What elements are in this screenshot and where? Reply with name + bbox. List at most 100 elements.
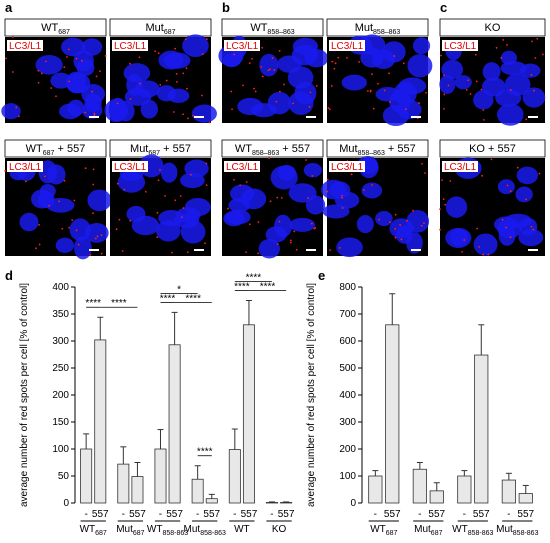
red-spot — [443, 74, 446, 77]
label-sub: 687 — [95, 530, 107, 537]
label-main: Mut — [116, 524, 133, 535]
nucleus — [522, 87, 546, 108]
red-spot — [314, 227, 317, 229]
red-spot — [180, 216, 183, 219]
marker-box — [224, 40, 260, 51]
y-tick-label: 150 — [52, 417, 69, 428]
label-text: KO — [485, 22, 501, 34]
red-spot — [182, 113, 185, 116]
nucleus — [516, 166, 539, 185]
label-text: Mut858-863 — [496, 524, 538, 537]
red-spot — [467, 79, 470, 82]
nucleus — [55, 237, 75, 254]
bar — [168, 344, 181, 504]
red-spot — [96, 235, 99, 238]
red-spot — [267, 69, 270, 72]
red-spot — [251, 57, 253, 60]
red-spot — [139, 82, 142, 85]
red-spot — [340, 194, 343, 197]
bar — [228, 449, 241, 504]
red-spot — [482, 118, 485, 121]
red-spot — [93, 112, 96, 115]
red-spot — [204, 242, 206, 245]
nucleus — [396, 225, 413, 244]
nucleus — [61, 37, 86, 57]
label-sub: 858-863 — [513, 530, 539, 537]
y-tick-label: 700 — [339, 309, 356, 320]
nucleus — [494, 216, 518, 233]
red-spot — [276, 243, 279, 246]
red-spot — [326, 178, 329, 181]
red-spot — [424, 172, 426, 174]
x-tick-label: - — [233, 509, 236, 520]
label-main: KO + 557 — [469, 143, 516, 155]
red-spot — [116, 182, 119, 185]
marker-label: LC3/L1 — [444, 162, 477, 173]
significance-label: **** — [246, 273, 262, 284]
label-text: Mut687 + 557 — [130, 143, 191, 157]
significance-label: **** — [185, 293, 201, 304]
y-tick-label: 50 — [58, 471, 70, 482]
nucleus — [473, 233, 498, 256]
nucleus — [163, 52, 191, 69]
red-spot — [116, 102, 119, 105]
red-spot — [328, 108, 331, 111]
label-suffix: + 557 — [54, 143, 85, 155]
red-spot — [509, 89, 512, 91]
nucleus — [30, 189, 53, 209]
bar — [412, 468, 427, 504]
significance-label: **** — [234, 282, 250, 293]
red-spot — [372, 107, 375, 110]
red-spot — [278, 220, 281, 223]
label-main: Mut — [414, 524, 431, 535]
x-tick-label: 557 — [278, 509, 295, 520]
label-main: Mut — [355, 22, 373, 34]
tile-title-box — [221, 139, 324, 158]
red-spot — [423, 222, 425, 225]
red-spot — [495, 46, 498, 49]
label-main: KO — [272, 524, 287, 535]
red-spot — [538, 172, 541, 175]
red-spot — [331, 60, 334, 63]
y-axis-label: average number of red spots per cell [% … — [306, 283, 317, 507]
red-spot — [40, 72, 43, 75]
nucleus — [184, 197, 211, 217]
red-spot — [271, 57, 274, 59]
label-main: Mut — [496, 524, 513, 535]
y-tick-label: 350 — [52, 309, 69, 320]
red-spot — [75, 57, 78, 60]
red-spot — [45, 60, 47, 63]
nucleus — [259, 53, 279, 77]
red-spot — [230, 90, 233, 93]
red-spot — [35, 247, 37, 250]
red-spot — [293, 230, 296, 233]
significance-label: **** — [160, 293, 176, 304]
label-main: WT — [235, 143, 252, 155]
red-spot — [311, 174, 314, 177]
red-spot — [44, 175, 46, 178]
red-spot — [482, 253, 485, 256]
red-spot — [439, 208, 441, 211]
label-text: WT858-863 — [452, 524, 493, 537]
red-spot — [257, 252, 260, 255]
red-spot — [505, 226, 508, 229]
nucleus — [228, 198, 251, 213]
label-sub: 687 — [43, 150, 55, 157]
bar — [242, 324, 255, 504]
nucleus — [38, 160, 58, 184]
y-tick-label: 200 — [339, 444, 356, 455]
red-spot — [400, 238, 403, 241]
bar — [457, 475, 472, 504]
marker-label: LC3/L1 — [114, 41, 147, 52]
red-spot — [68, 80, 70, 83]
red-spot — [295, 248, 298, 251]
red-spot — [25, 180, 27, 183]
y-tick-label: 300 — [339, 417, 356, 428]
x-tick-label: 557 — [129, 509, 146, 520]
nucleus — [445, 196, 468, 218]
red-spot — [509, 236, 512, 239]
red-spot — [164, 195, 166, 197]
label-sub: 687 — [148, 150, 160, 157]
bar — [131, 476, 144, 504]
significance-label: **** — [111, 298, 127, 309]
